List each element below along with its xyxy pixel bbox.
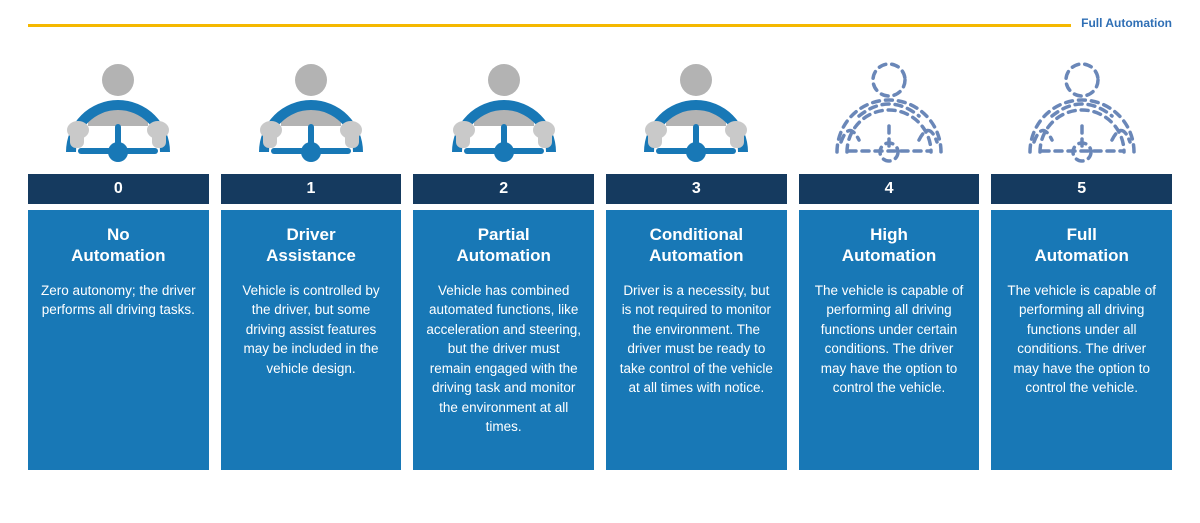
- level-title: Partial Automation: [425, 224, 582, 267]
- level-description: Vehicle is controlled by the driver, but…: [233, 281, 390, 379]
- level-column-5: .p-head{fill:#b3b3b3;}.p-wheel{fill:#187…: [991, 44, 1172, 470]
- level-description: Driver is a necessity, but is not requir…: [618, 281, 775, 398]
- level-card: No Automation Zero autonomy; the driver p…: [28, 210, 209, 470]
- level-number: 4: [799, 174, 980, 204]
- level-title: High Automation: [811, 224, 968, 267]
- driver-icon: .p-head{fill:#b3b3b3;}.p-wheel{fill:#187…: [413, 44, 594, 174]
- driver-icon: .p-head{fill:#b3b3b3;}.p-wheel{fill:#187…: [606, 44, 787, 174]
- level-number: 2: [413, 174, 594, 204]
- level-column-0: .p-head{fill:#b3b3b3;}.p-wheel{fill:#187…: [28, 44, 209, 470]
- level-title: Conditional Automation: [618, 224, 775, 267]
- topbar-line: [28, 24, 1172, 27]
- level-card: Partial Automation Vehicle has combined a…: [413, 210, 594, 470]
- level-card: Full Automation The vehicle is capable of…: [991, 210, 1172, 470]
- level-card: Driver Assistance Vehicle is controlled b…: [221, 210, 402, 470]
- automation-levels-infographic: Full Automation .p-head{fill:#b3b3b3;}.p…: [0, 14, 1200, 470]
- topbar: Full Automation: [28, 14, 1172, 36]
- level-number: 3: [606, 174, 787, 204]
- driver-icon: .p-head{fill:#b3b3b3;}.p-wheel{fill:#187…: [799, 44, 980, 174]
- level-title: Driver Assistance: [233, 224, 390, 267]
- level-number: 0: [28, 174, 209, 204]
- level-number: 5: [991, 174, 1172, 204]
- level-column-4: .p-head{fill:#b3b3b3;}.p-wheel{fill:#187…: [799, 44, 980, 470]
- level-description: Zero autonomy; the driver performs all d…: [40, 281, 197, 320]
- driver-icon: .p-head{fill:#b3b3b3;}.p-wheel{fill:#187…: [28, 44, 209, 174]
- level-column-1: .p-head{fill:#b3b3b3;}.p-wheel{fill:#187…: [221, 44, 402, 470]
- level-description: The vehicle is capable of performing all…: [1003, 281, 1160, 398]
- level-title: Full Automation: [1003, 224, 1160, 267]
- level-title: No Automation: [40, 224, 197, 267]
- level-description: Vehicle has combined automated functions…: [425, 281, 582, 438]
- level-column-2: .p-head{fill:#b3b3b3;}.p-wheel{fill:#187…: [413, 44, 594, 470]
- topbar-label: Full Automation: [1071, 16, 1172, 30]
- level-card: High Automation The vehicle is capable of…: [799, 210, 980, 470]
- level-description: The vehicle is capable of performing all…: [811, 281, 968, 398]
- driver-icon: .p-head{fill:#b3b3b3;}.p-wheel{fill:#187…: [221, 44, 402, 174]
- level-card: Conditional Automation Driver is a necess…: [606, 210, 787, 470]
- level-column-3: .p-head{fill:#b3b3b3;}.p-wheel{fill:#187…: [606, 44, 787, 470]
- level-columns: .p-head{fill:#b3b3b3;}.p-wheel{fill:#187…: [28, 44, 1172, 470]
- level-number: 1: [221, 174, 402, 204]
- driver-icon: .p-head{fill:#b3b3b3;}.p-wheel{fill:#187…: [991, 44, 1172, 174]
